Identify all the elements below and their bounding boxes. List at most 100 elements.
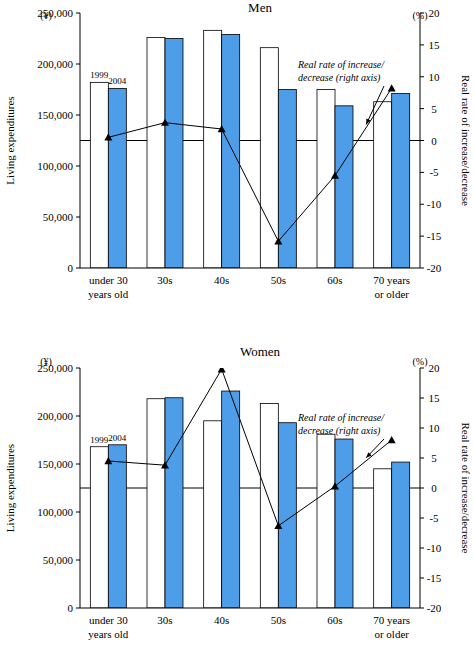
y-tick (76, 416, 80, 417)
y-tick (76, 464, 80, 465)
y2-tick (420, 458, 424, 459)
y2-tick (420, 428, 424, 429)
bar (90, 447, 108, 608)
y-tick (76, 268, 80, 269)
bar (392, 462, 410, 608)
y-tick (76, 13, 80, 14)
y-tick (76, 115, 80, 116)
x-tick-label-line: 70 years (373, 614, 410, 626)
y2-tick-label: 15 (429, 39, 441, 51)
x-tick-label: 30s (157, 274, 172, 286)
annotation: Real rate of increase/ (297, 59, 385, 70)
x-tick-label-line: 60s (327, 274, 342, 286)
x-tick-label-line: 50s (271, 614, 286, 626)
x-tick-label-line: under 30 (89, 614, 128, 626)
bar (222, 34, 240, 268)
plot-area (90, 30, 409, 268)
x-tick-label: under 30years old (88, 274, 129, 300)
y-tick (76, 608, 80, 609)
legend-label: 1999 (90, 435, 109, 445)
annotation: Real rate of increase/ (297, 412, 385, 423)
y2-tick (420, 236, 424, 237)
x-tick-label-line: years old (88, 628, 129, 640)
x-axis (80, 608, 420, 609)
y-tick-label: 250,000 (37, 362, 73, 374)
y-tick (76, 368, 80, 369)
x-tick-label-line: 30s (157, 274, 172, 286)
y2-tick-label: -15 (427, 572, 442, 584)
annotation: decrease (right axis) (298, 425, 381, 437)
bar (204, 421, 222, 608)
x-tick-label-line: or older (374, 288, 409, 300)
zero-line (80, 140, 420, 141)
y2-axis (420, 13, 421, 268)
bar (374, 469, 392, 608)
y2-tick-label: 10 (429, 422, 441, 434)
legend-label: 2004 (108, 433, 127, 443)
y2-tick-label: -15 (427, 230, 442, 242)
x-tick-label-line: years old (88, 288, 129, 300)
y-tick (76, 512, 80, 513)
y-tick-label: 250,000 (37, 7, 73, 19)
marker (218, 368, 226, 372)
y2-tick-label: -5 (429, 166, 439, 178)
marker (274, 237, 282, 244)
y2-tick-label: 20 (429, 7, 441, 19)
x-tick-label: 30s (157, 614, 172, 626)
y-tick-label: 150,000 (37, 109, 73, 121)
x-tick-label: 60s (327, 274, 342, 286)
marker (161, 119, 169, 126)
x-tick-label: 70 years or older (373, 614, 410, 640)
x-tick-label: under 30 years old (88, 614, 129, 640)
y-axis (80, 13, 81, 268)
x-tick-label: 50s (271, 274, 286, 286)
y2-axis-title: Real rate of increase/decrease (460, 75, 472, 206)
y-tick-label: 0 (68, 602, 74, 614)
y2-tick (420, 13, 424, 14)
y2-tick-label: 0 (431, 135, 437, 147)
y2-axis-title: Real rate of increase/decrease (460, 423, 472, 554)
y2-tick (420, 172, 424, 173)
y2-tick-label: -10 (427, 542, 442, 554)
y2-unit: (%) (413, 356, 428, 368)
y-axis-title: Living expenditures (4, 444, 16, 532)
y-tick-label: 100,000 (37, 160, 73, 172)
y-tick (76, 166, 80, 167)
bar (108, 88, 126, 268)
y-tick-label: 50,000 (43, 211, 74, 223)
y-tick-label: 50,000 (43, 554, 74, 566)
x-tick-label: 50s (271, 614, 286, 626)
x-tick-label-line: 40s (214, 274, 229, 286)
bar (90, 82, 108, 268)
annotation-arrowhead (366, 119, 370, 125)
y2-tick (420, 108, 424, 109)
bar (392, 94, 410, 268)
y2-tick-label: 10 (429, 71, 441, 83)
y-tick-label: 100,000 (37, 506, 73, 518)
y-tick (76, 64, 80, 65)
y2-tick-label: 20 (429, 362, 441, 374)
y2-tick (420, 204, 424, 205)
bar (204, 30, 222, 268)
y2-tick (420, 578, 424, 579)
marker (388, 436, 396, 443)
y-tick-label: 150,000 (37, 458, 73, 470)
chart-title: Men (248, 0, 272, 15)
x-tick-label-line: 30s (157, 614, 172, 626)
marker (331, 172, 339, 179)
x-tick-label-line: or older (374, 628, 409, 640)
y2-axis (420, 368, 421, 608)
figure: Men(¥)(%)Living expendituresReal rate of… (0, 0, 474, 660)
marker (218, 125, 226, 132)
x-tick-label: 70 yearsor older (373, 274, 410, 300)
bar (108, 445, 126, 608)
bar (317, 434, 335, 608)
y2-tick (420, 548, 424, 549)
x-tick-label: 40s (214, 614, 229, 626)
rate-line (108, 369, 391, 526)
x-axis (80, 268, 420, 269)
y-tick (76, 560, 80, 561)
bar (147, 399, 165, 608)
bar (335, 439, 353, 608)
bar (374, 102, 392, 268)
